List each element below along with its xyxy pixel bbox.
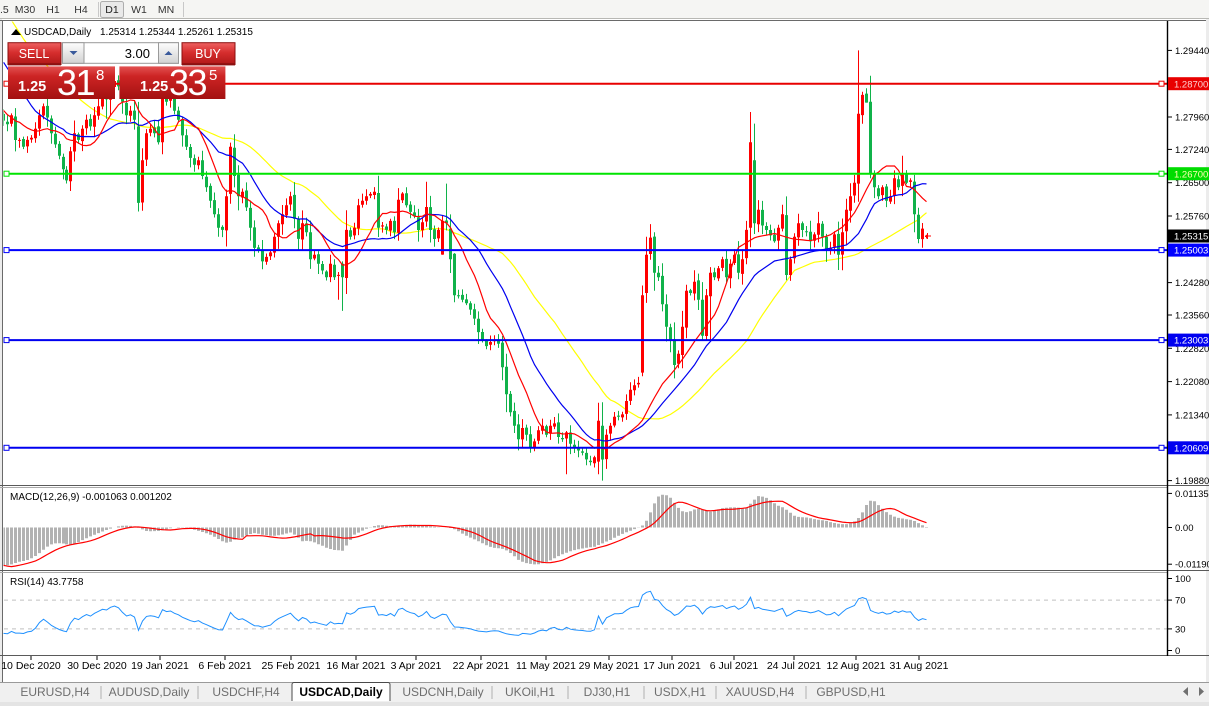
svg-text:19 Jan 2021: 19 Jan 2021	[131, 660, 189, 672]
svg-text:W1: W1	[131, 4, 147, 16]
svg-text:1.25: 1.25	[140, 79, 168, 95]
svg-text:USDCNH,Daily: USDCNH,Daily	[402, 685, 483, 699]
svg-text:6 Jul 2021: 6 Jul 2021	[710, 660, 759, 672]
svg-text:31 Aug 2021: 31 Aug 2021	[890, 660, 949, 672]
svg-text:1.23003: 1.23003	[1174, 336, 1208, 347]
svg-text:24 Jul 2021: 24 Jul 2021	[767, 660, 821, 672]
svg-text:BUY: BUY	[195, 47, 221, 61]
svg-text:1.27960: 1.27960	[1175, 113, 1209, 124]
svg-text:30 Dec 2020: 30 Dec 2020	[67, 660, 127, 672]
svg-text:0: 0	[1175, 646, 1180, 657]
svg-text:H4: H4	[74, 4, 88, 16]
svg-text:22 Apr 2021: 22 Apr 2021	[453, 660, 510, 672]
svg-text:1.25003: 1.25003	[1174, 246, 1208, 257]
svg-text:1.25315: 1.25315	[1174, 232, 1208, 243]
svg-text:XAUUSD,H4: XAUUSD,H4	[726, 685, 795, 699]
svg-text:1.22080: 1.22080	[1175, 377, 1209, 388]
svg-text:M30: M30	[15, 4, 36, 16]
svg-text:.5: .5	[0, 4, 9, 16]
svg-text:1.29440: 1.29440	[1175, 46, 1209, 57]
svg-text:33: 33	[169, 62, 207, 103]
svg-text:0.00: 0.00	[1175, 523, 1194, 534]
svg-text:6 Feb 2021: 6 Feb 2021	[198, 660, 251, 672]
svg-text:H1: H1	[46, 4, 60, 16]
svg-text:1.25314 1.25344 1.25261 1.2531: 1.25314 1.25344 1.25261 1.25315	[100, 27, 253, 38]
svg-text:31: 31	[57, 62, 95, 103]
svg-text:MACD(12,26,9) -0.001063 0.0012: MACD(12,26,9) -0.001063 0.001202	[10, 492, 172, 503]
svg-text:1.26500: 1.26500	[1175, 178, 1209, 189]
svg-text:1.22820: 1.22820	[1175, 344, 1209, 355]
svg-text:-0.01190: -0.01190	[1175, 560, 1209, 571]
svg-text:17 Jun 2021: 17 Jun 2021	[643, 660, 701, 672]
svg-text:1.27240: 1.27240	[1175, 145, 1209, 156]
svg-text:0.01135: 0.01135	[1175, 489, 1209, 500]
svg-text:29 May 2021: 29 May 2021	[579, 660, 640, 672]
svg-text:1.19880: 1.19880	[1175, 476, 1209, 487]
svg-text:EURUSD,H4: EURUSD,H4	[20, 685, 90, 699]
svg-text:5: 5	[209, 67, 217, 84]
svg-text:70: 70	[1175, 596, 1186, 607]
svg-text:3.00: 3.00	[125, 46, 150, 61]
svg-text:1.21340: 1.21340	[1175, 410, 1209, 421]
svg-text:1.28700: 1.28700	[1174, 79, 1208, 90]
svg-text:25 Feb 2021: 25 Feb 2021	[262, 660, 321, 672]
svg-text:12 Aug 2021: 12 Aug 2021	[827, 660, 886, 672]
svg-text:8: 8	[96, 67, 104, 84]
svg-text:RSI(14) 43.7758: RSI(14) 43.7758	[10, 577, 84, 588]
svg-text:AUDUSD,Daily: AUDUSD,Daily	[109, 685, 190, 699]
svg-text:10 Dec 2020: 10 Dec 2020	[1, 660, 61, 672]
svg-text:SELL: SELL	[19, 47, 50, 61]
svg-text:1.23560: 1.23560	[1175, 311, 1209, 322]
svg-text:D1: D1	[105, 4, 119, 16]
svg-text:100: 100	[1175, 574, 1191, 585]
svg-text:USDCAD,Daily: USDCAD,Daily	[24, 27, 91, 38]
svg-text:1.20609: 1.20609	[1174, 443, 1208, 454]
svg-text:1.25760: 1.25760	[1175, 212, 1209, 223]
svg-text:USDCAD,Daily: USDCAD,Daily	[299, 685, 383, 699]
svg-text:1.25: 1.25	[18, 79, 46, 95]
svg-text:11 May 2021: 11 May 2021	[516, 660, 576, 672]
svg-text:USDX,H1: USDX,H1	[654, 685, 706, 699]
svg-text:16 Mar 2021: 16 Mar 2021	[327, 660, 386, 672]
svg-text:1.24280: 1.24280	[1175, 278, 1209, 289]
svg-text:UKOil,H1: UKOil,H1	[505, 685, 555, 699]
svg-text:GBPUSD,H1: GBPUSD,H1	[816, 685, 886, 699]
svg-text:30: 30	[1175, 624, 1186, 635]
svg-text:3 Apr 2021: 3 Apr 2021	[391, 660, 442, 672]
svg-text:DJ30,H1: DJ30,H1	[584, 685, 631, 699]
svg-text:USDCHF,H4: USDCHF,H4	[212, 685, 280, 699]
svg-text:MN: MN	[158, 4, 174, 16]
svg-text:1.26700: 1.26700	[1174, 169, 1208, 180]
